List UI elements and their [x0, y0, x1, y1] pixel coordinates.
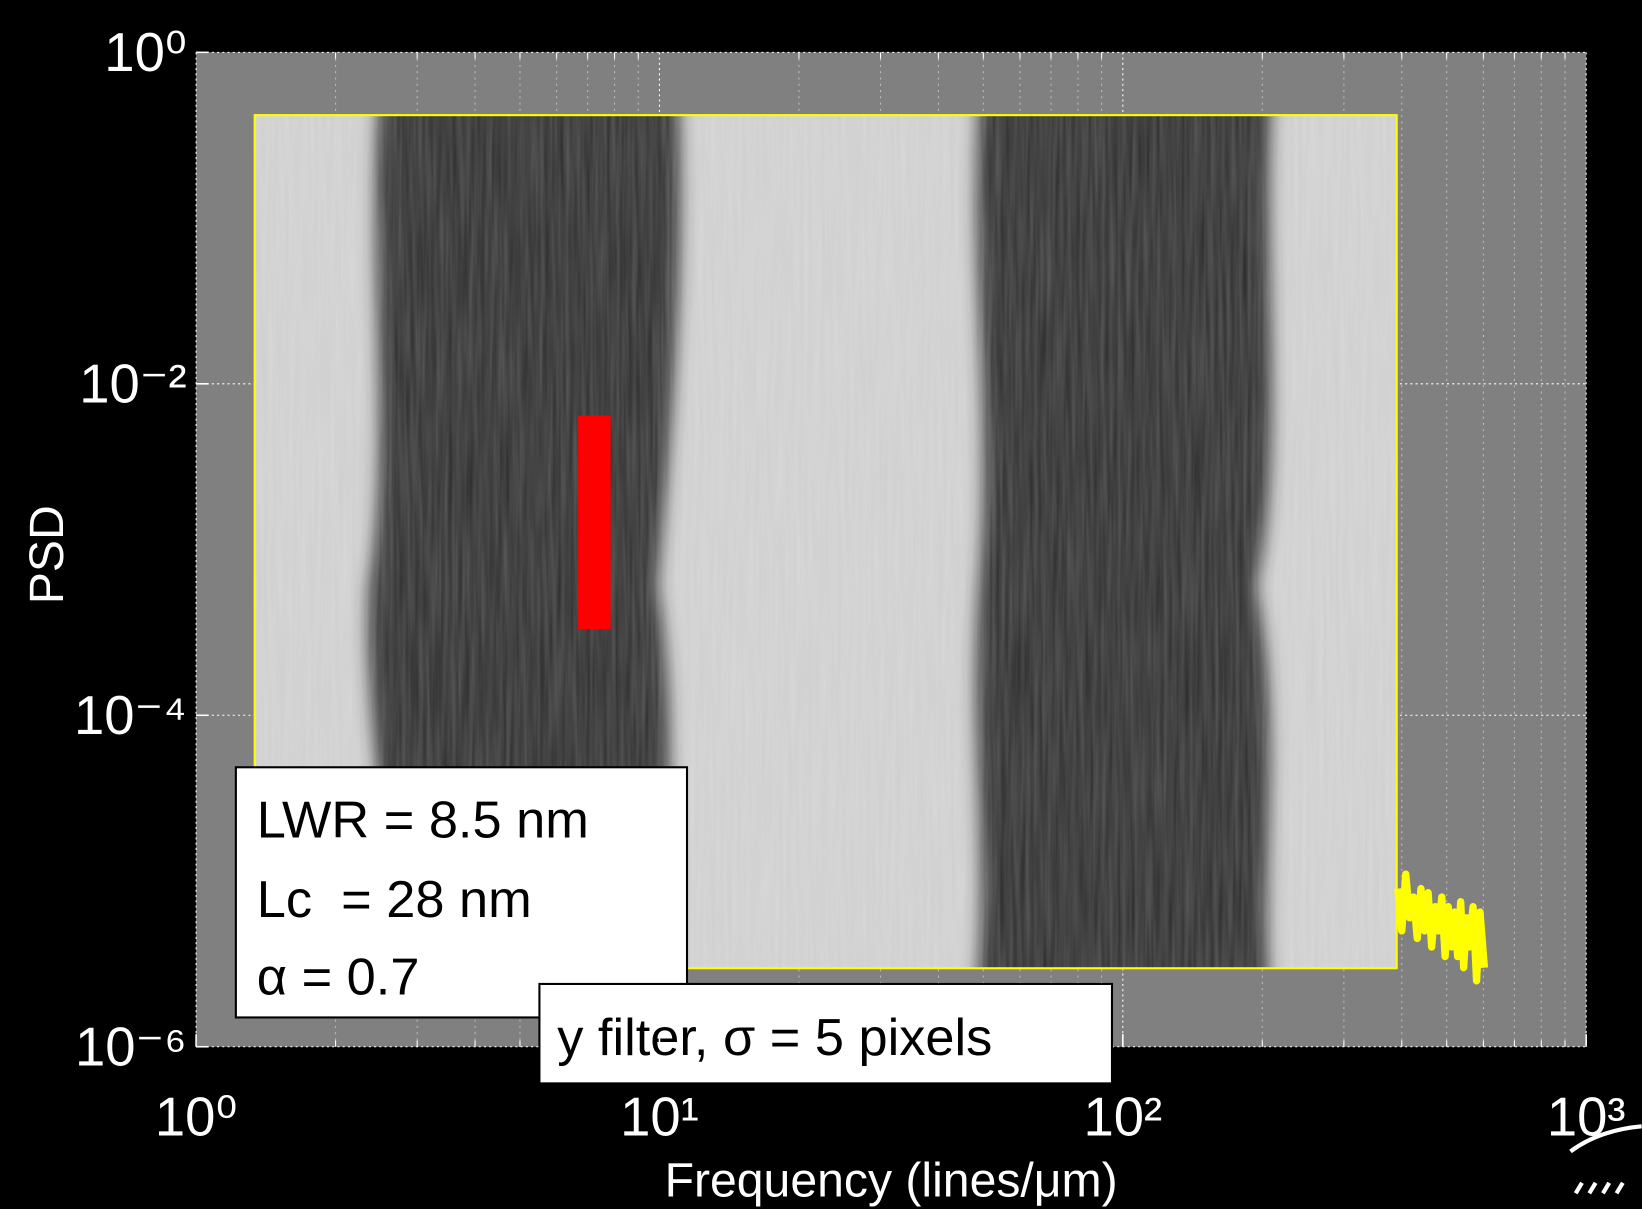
x-tick-label: 10¹: [620, 1087, 699, 1148]
red-marker: [578, 416, 610, 630]
annotation: α = 0.7: [257, 948, 420, 1006]
annotation: LWR = 8.5 nm: [257, 791, 589, 849]
y-axis-label: PSD: [20, 505, 74, 604]
annotation: Lc = 28 nm: [257, 871, 532, 929]
x-tick-label: 10²: [1083, 1087, 1162, 1148]
y-tick-label: 10⁻⁶: [75, 1017, 187, 1078]
chart: LWR = 8.5 nm Lc = 28 nm α = 0.7 y filter…: [0, 0, 1642, 1209]
y-tick-label: 10⁻²: [79, 354, 186, 415]
x-axis-label: Frequency (lines/μm): [665, 1153, 1118, 1207]
x-tick-label: 10⁰: [155, 1087, 237, 1148]
annotation: y filter, σ = 5 pixels: [557, 1009, 992, 1067]
y-tick-label: 10⁻⁴: [74, 685, 187, 746]
page: {"chart_data": { "type": "line", "xlabel…: [0, 0, 1642, 1209]
y-tick-label: 10⁰: [104, 22, 186, 83]
x-tick-label: 10³: [1547, 1087, 1626, 1148]
